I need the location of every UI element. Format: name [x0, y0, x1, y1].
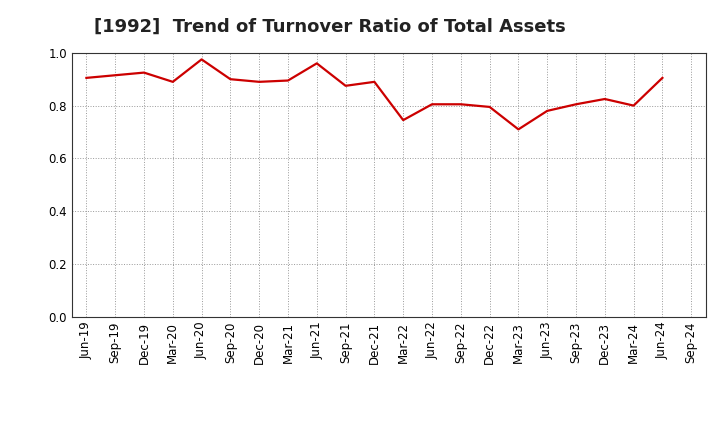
- Text: [1992]  Trend of Turnover Ratio of Total Assets: [1992] Trend of Turnover Ratio of Total …: [94, 18, 565, 36]
